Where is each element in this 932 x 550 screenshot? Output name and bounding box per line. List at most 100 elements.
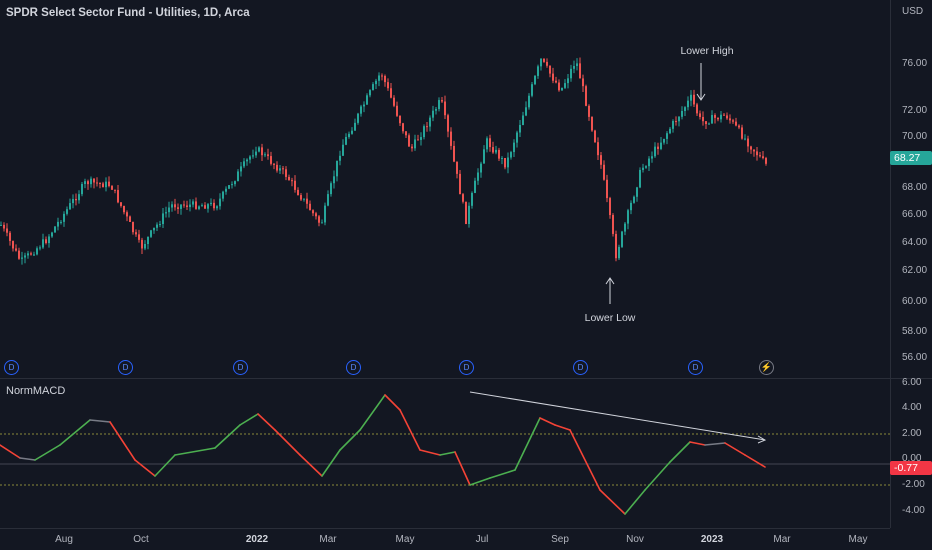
- candle: [114, 189, 116, 191]
- macd-segment: [339, 429, 361, 451]
- candle: [654, 146, 656, 157]
- candle: [162, 213, 164, 225]
- candle: [552, 73, 554, 81]
- time-tick: Sep: [551, 534, 569, 545]
- candle: [174, 204, 176, 208]
- macd-segment: [321, 449, 341, 477]
- candle: [87, 181, 89, 185]
- candle: [591, 116, 593, 131]
- currency-label: USD: [902, 6, 924, 17]
- candle: [438, 100, 440, 110]
- candle: [210, 202, 212, 205]
- candle: [24, 255, 26, 258]
- candle: [468, 205, 470, 224]
- candle: [588, 105, 590, 117]
- candle: [318, 216, 320, 223]
- candle: [225, 188, 227, 192]
- candle: [666, 133, 668, 139]
- candle: [237, 171, 239, 182]
- candle: [207, 204, 209, 209]
- candle: [255, 151, 257, 156]
- candle: [720, 114, 722, 120]
- candle: [378, 75, 380, 81]
- pane-divider[interactable]: [0, 378, 932, 379]
- candle: [579, 63, 581, 79]
- candle: [411, 146, 413, 149]
- time-tick: Mar: [319, 534, 337, 545]
- candle: [336, 160, 338, 177]
- candle: [681, 111, 683, 117]
- candle: [159, 224, 161, 226]
- candle: [474, 180, 476, 193]
- candle: [282, 168, 284, 170]
- candle: [144, 244, 146, 249]
- candle: [606, 179, 608, 199]
- candle: [528, 95, 530, 108]
- candle: [420, 137, 422, 140]
- candle: [78, 194, 80, 201]
- dividend-marker[interactable]: D: [573, 360, 588, 375]
- candle: [366, 95, 368, 105]
- candle: [312, 210, 314, 214]
- candle: [537, 66, 539, 76]
- candle: [498, 149, 500, 159]
- candle: [396, 105, 398, 116]
- price-axis[interactable]: [890, 0, 932, 378]
- macd-segment: [704, 442, 726, 446]
- dividend-marker[interactable]: D: [688, 360, 703, 375]
- candle: [249, 156, 251, 160]
- candle: [63, 213, 65, 222]
- candle: [585, 86, 587, 106]
- candle: [600, 155, 602, 165]
- candle: [51, 232, 53, 237]
- dividend-marker[interactable]: D: [4, 360, 19, 375]
- macd-segment: [599, 489, 626, 515]
- candle: [168, 207, 170, 213]
- macd-segment: [454, 451, 471, 486]
- candle: [660, 142, 662, 149]
- macd-line: [0, 394, 766, 515]
- candle: [264, 154, 266, 156]
- candle: [252, 155, 254, 157]
- indicator-name[interactable]: NormMACD: [6, 385, 66, 397]
- candle: [573, 66, 575, 69]
- price-tick: 62.00: [902, 265, 928, 276]
- candle: [558, 82, 560, 91]
- macd-segment: [514, 417, 541, 471]
- dividend-marker[interactable]: D: [459, 360, 474, 375]
- candle: [93, 178, 95, 183]
- macd-segment: [257, 413, 276, 431]
- candle: [729, 118, 731, 121]
- candle: [609, 198, 611, 216]
- candle: [300, 195, 302, 200]
- candle: [381, 75, 383, 77]
- indicator-axis[interactable]: [890, 378, 932, 528]
- price-tick: 64.00: [902, 237, 928, 248]
- candle: [75, 199, 77, 201]
- macd-segment: [724, 442, 746, 456]
- macd-segment: [174, 447, 216, 456]
- candle: [564, 83, 566, 88]
- dividend-marker[interactable]: D: [346, 360, 361, 375]
- candle: [633, 196, 635, 203]
- macd-segment: [439, 451, 456, 456]
- macd-segment: [384, 394, 401, 411]
- macd-segment: [624, 489, 646, 515]
- dividend-marker[interactable]: D: [118, 360, 133, 375]
- dividend-marker[interactable]: D: [233, 360, 248, 375]
- macd-segment: [689, 441, 706, 446]
- candle: [657, 146, 659, 149]
- candle: [186, 205, 188, 208]
- time-tick: 2022: [245, 534, 269, 545]
- candle: [531, 84, 533, 96]
- macd-segment: [744, 454, 766, 468]
- candle: [522, 115, 524, 126]
- candle: [393, 97, 395, 106]
- candle: [39, 247, 41, 249]
- candle: [711, 115, 713, 124]
- candle: [726, 115, 728, 119]
- candle: [732, 120, 734, 122]
- candle: [390, 88, 392, 98]
- flash-icon[interactable]: ⚡: [759, 360, 774, 375]
